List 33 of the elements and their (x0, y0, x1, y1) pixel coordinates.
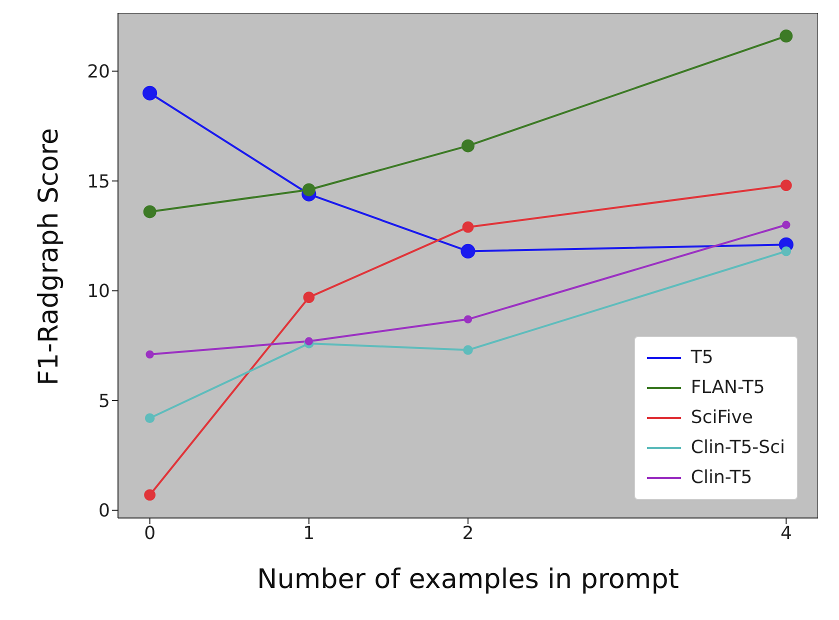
point (302, 183, 316, 196)
y-tick-label: 15 (87, 171, 110, 192)
y-tick-label: 10 (87, 281, 110, 302)
legend-label: Clin-T5 (690, 466, 752, 490)
y-tick-label: 20 (87, 62, 110, 83)
point (304, 337, 314, 346)
x-tick-label: 0 (144, 522, 156, 544)
point (462, 139, 474, 152)
point (780, 30, 793, 43)
x-tick-label: 1 (303, 522, 315, 544)
y-tick-label: 0 (98, 500, 110, 522)
point (143, 205, 156, 218)
point (781, 246, 792, 256)
y-tick-label: 5 (98, 390, 110, 412)
point (144, 489, 156, 501)
point (464, 315, 472, 324)
point (146, 350, 154, 359)
point (460, 244, 476, 259)
point (142, 86, 158, 100)
x-tick-label: 2 (462, 522, 474, 544)
legend-label: FLAN-T5 (690, 376, 765, 400)
point (144, 413, 155, 423)
legend-label: T5 (690, 346, 714, 370)
point (782, 220, 790, 229)
x-tick-label: 4 (780, 522, 792, 544)
point (462, 221, 474, 233)
legend-label: Clin-T5-Sci (690, 436, 785, 460)
point (303, 292, 315, 304)
point (463, 345, 473, 355)
legend-label: SciFive (690, 406, 754, 430)
point (780, 180, 792, 192)
x-axis-title: Number of examples in prompt (257, 564, 679, 595)
y-axis-title: F1-Radgraph Score (34, 128, 65, 386)
